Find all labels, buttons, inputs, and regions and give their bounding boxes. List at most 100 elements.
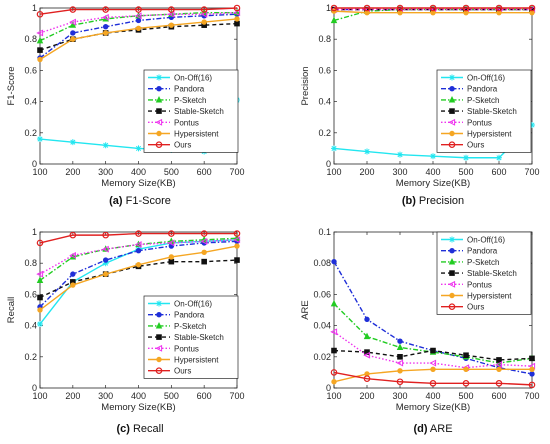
data-point: [201, 258, 207, 265]
x-axis-label: Memory Size(KB): [396, 178, 470, 189]
data-point: [102, 257, 109, 263]
legend-marker: [449, 247, 455, 254]
data-point: [69, 18, 76, 26]
data-point: [363, 4, 371, 12]
legend-marker: [156, 312, 162, 318]
legend: On-Off(16) Pandora P-Sketch Stable-Sketch Po…: [143, 295, 239, 379]
legend-label: Pandora: [174, 85, 205, 94]
y-tick-label: 0: [326, 383, 331, 393]
y-tick-label: 0.8: [24, 34, 37, 44]
x-tick-label: 600: [197, 167, 212, 177]
x-tick-label: 200: [65, 391, 80, 401]
data-point: [331, 258, 337, 265]
data-point: [135, 248, 142, 254]
data-point: [430, 153, 436, 160]
caption-text: Precision: [416, 195, 464, 207]
legend-marker: [156, 130, 162, 137]
data-point: [36, 239, 44, 247]
x-tick-label: 600: [491, 167, 506, 177]
data-point: [102, 30, 109, 36]
data-point: [135, 262, 142, 268]
data-point: [69, 251, 76, 259]
data-point: [37, 321, 43, 328]
series-line: [39, 232, 237, 244]
data-point: [363, 375, 371, 382]
data-point: [37, 294, 43, 301]
data-point: [529, 122, 535, 128]
x-tick-label: 600: [491, 391, 506, 401]
y-tick-label: 0.04: [313, 321, 331, 331]
data-point: [168, 6, 175, 13]
legend-marker: [448, 258, 456, 265]
data-point: [430, 347, 436, 354]
legend-marker: [449, 108, 455, 114]
data-point: [330, 299, 338, 307]
data-point: [69, 139, 76, 146]
x-tick-label: 700: [524, 167, 539, 177]
chart-caption: (b) Precision: [402, 195, 464, 207]
data-point: [167, 10, 175, 18]
chart-panel: 100 200 300 400 500 600 700 0 0.2 0.4 0.6 0.8 1 Memor…: [300, 3, 540, 207]
data-point: [135, 6, 142, 13]
legend-label: Stable-Sketch: [467, 107, 517, 116]
legend-label: P-Sketch: [174, 96, 206, 105]
legend-label: Hypersistent: [174, 130, 219, 139]
y-tick-label: 0.8: [318, 34, 331, 44]
data-point: [69, 6, 77, 13]
y-tick-label: 0.2: [318, 128, 331, 138]
x-tick-label: 700: [229, 167, 244, 177]
legend-label: Pandora: [467, 85, 498, 94]
y-tick-label: 0: [326, 159, 331, 169]
legend-marker: [448, 118, 456, 126]
x-tick-label: 200: [65, 167, 80, 177]
data-point: [135, 145, 142, 152]
data-point: [134, 241, 142, 248]
x-tick-label: 100: [326, 391, 341, 401]
legend-label: Pontus: [467, 280, 492, 289]
data-point: [200, 230, 208, 237]
caption-tag: (c): [116, 423, 130, 435]
legend: On-Off(16) Pandora P-Sketch Stable-Sketch Po…: [143, 69, 239, 153]
data-point: [397, 338, 403, 344]
data-point: [331, 347, 337, 354]
x-tick-label: 400: [425, 167, 440, 177]
y-tick-label: 0: [32, 159, 37, 169]
x-tick-label: 500: [164, 167, 179, 177]
legend-marker: [156, 74, 162, 81]
data-point: [37, 47, 43, 53]
legend-marker: [449, 130, 455, 137]
data-point: [364, 148, 370, 155]
data-point: [397, 151, 403, 158]
caption-text: ARE: [427, 423, 452, 435]
data-point: [234, 257, 240, 263]
data-point: [135, 25, 142, 31]
data-point: [36, 270, 44, 278]
data-point: [363, 351, 371, 359]
data-point: [36, 36, 44, 44]
x-tick-label: 500: [164, 391, 179, 401]
data-point: [102, 142, 109, 149]
x-axis-label: Memory Size(KB): [396, 402, 470, 413]
chart-caption: (c) Recall: [116, 423, 163, 435]
x-tick-label: 600: [197, 391, 212, 401]
legend-marker: [155, 118, 163, 126]
data-point: [233, 230, 241, 237]
data-point: [168, 254, 175, 260]
legend-label: On-Off(16): [467, 236, 505, 245]
data-point: [495, 361, 503, 369]
data-point: [330, 4, 338, 12]
data-point: [330, 369, 338, 376]
data-point: [36, 10, 44, 18]
data-point: [496, 357, 502, 363]
y-tick-label: 0.1: [318, 227, 331, 237]
y-tick-label: 0.06: [313, 289, 331, 299]
data-point: [529, 366, 535, 372]
legend-marker: [156, 85, 162, 92]
y-tick-label: 0.4: [24, 321, 37, 331]
data-point: [528, 381, 536, 389]
data-point: [364, 316, 370, 323]
legend-marker: [156, 108, 162, 114]
y-axis-label: F1-Score: [6, 66, 17, 105]
legend-label: Stable-Sketch: [467, 269, 517, 278]
